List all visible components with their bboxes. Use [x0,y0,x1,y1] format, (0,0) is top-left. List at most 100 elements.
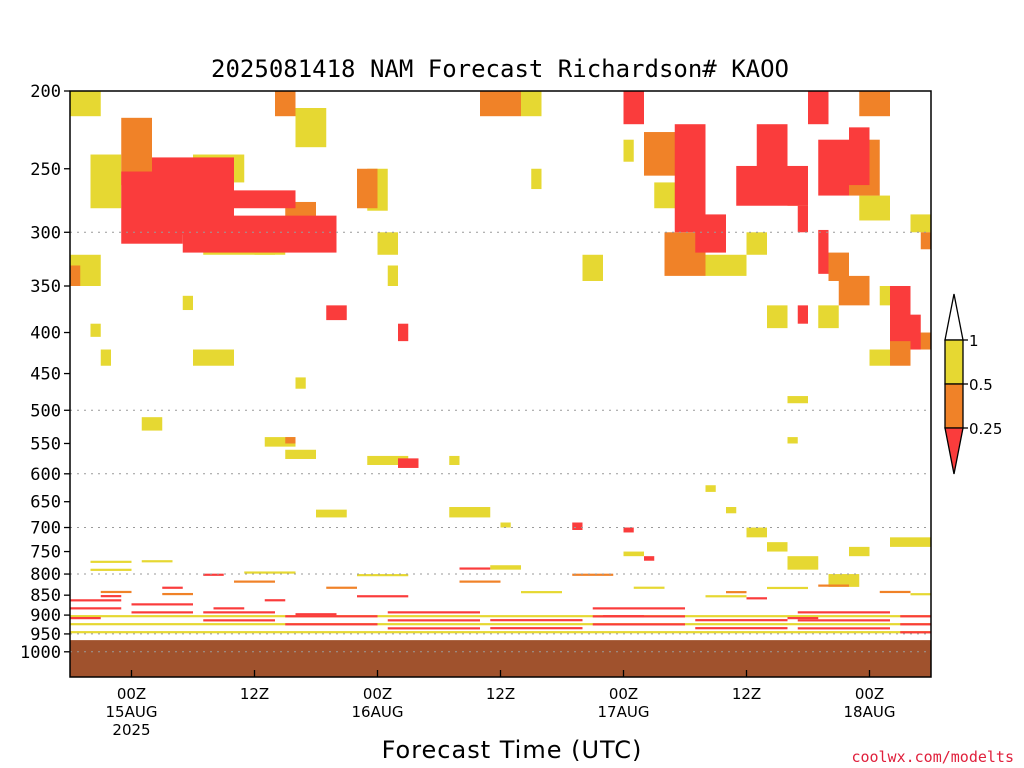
legend-swatch-orange [944,383,964,429]
heatmap-cell-yellow [623,551,644,557]
heatmap-cell-orange [828,252,849,281]
heatmap-cell-yellow [357,574,409,577]
x-tick-label: 16AUG [352,703,404,721]
heatmap-cell-red [285,623,378,626]
y-tick-label: 500 [30,401,61,421]
heatmap-cell-yellow [490,565,521,570]
x-tick-label: 15AUG [106,703,158,721]
heatmap-cell-orange [572,573,614,576]
heatmap-cell-red [387,619,480,622]
x-tick-label: 00Z [609,685,638,703]
heatmap-cell-red [285,615,378,618]
heatmap-cell-orange [285,437,296,444]
plot-area [70,91,941,677]
heatmap-cell-red [674,124,706,233]
heatmap-cell-red [193,190,296,209]
y-tick-label: 200 [30,82,61,102]
heatmap-cell-red [900,615,931,618]
legend-arrow-bottom [944,427,964,475]
y-tick-label: 900 [30,606,61,626]
legend-arrow-top [944,293,964,341]
heatmap-cell-red [203,573,224,576]
heatmap-cell-yellow [787,437,798,444]
heatmap-cell-yellow [70,623,931,626]
heatmap-cell-yellow [746,232,767,255]
heatmap-cell-yellow [859,195,890,221]
x-tick-label: 12Z [486,685,515,703]
heatmap-cell-red [900,631,931,634]
heatmap-cell-red [100,595,122,598]
heatmap-cell-red [818,139,849,196]
legend-swatch-yellow [944,339,964,385]
heatmap-cell-yellow [746,527,767,538]
heatmap-cell-red [121,171,183,244]
heatmap-cell-yellow [244,571,296,574]
heatmap-cell-orange [70,265,81,286]
x-tick-label: 12Z [240,685,269,703]
y-tick-label: 1000 [20,643,61,663]
heatmap-cell-red [797,205,808,233]
legend: 1 0.5 0.25 [944,293,1002,475]
x-axis-label: Forecast Time (UTC) [382,736,643,764]
x-tick-label: 00Z [855,685,884,703]
heatmap-cell-red [490,619,583,622]
heatmap-cell-red [797,305,808,324]
heatmap-cell-red [70,617,101,620]
heatmap-cell-yellow [705,485,716,492]
x-tick-label: 00Z [363,685,392,703]
heatmap-cell-orange [931,169,941,196]
legend-label: 0.5 [969,376,993,394]
heatmap-cell-yellow [767,586,808,590]
heatmap-cell-red [490,627,583,630]
heatmap-cell-red [387,611,480,614]
heatmap-cell-yellow [767,542,788,552]
heatmap-cell-yellow [623,139,634,162]
heatmap-cell-red [736,165,808,206]
y-tick-label: 300 [30,223,61,243]
heatmap-cell-orange [838,275,870,306]
heatmap-cell-red [818,229,829,274]
heatmap-cell-orange [162,592,193,596]
heatmap-cell-yellow [449,455,460,465]
heatmap-cell-red [756,124,788,169]
heatmap-cell-red [849,127,870,186]
heatmap-cell-yellow [90,560,132,563]
heatmap-cell-orange [459,580,501,583]
heatmap-cell-yellow [377,232,398,255]
heatmap-cell-orange [859,91,890,117]
heatmap-cell-red [592,607,685,610]
heatmap-cell-yellow [500,522,511,528]
x-tick-label: 12Z [732,685,761,703]
y-axis: 200 250 300 350 400 450 500 550 600 650 700 7508008… [20,82,70,663]
heatmap-cell-red [70,599,122,602]
heatmap-cell-orange [234,580,275,583]
heatmap-cell-yellow [295,377,306,389]
heatmap-cell-red [623,527,634,533]
y-tick-label: 650 [30,493,61,513]
heatmap-cell-red [900,623,931,626]
heatmap-cell-red [459,567,491,570]
heatmap-cell-yellow [387,265,398,286]
heatmap-cell-yellow [910,214,931,233]
heatmap-cell-orange [480,91,521,117]
heatmap-cell-red [162,586,183,589]
x-tick-label: 17AUG [598,703,650,721]
credit-text: coolwx.com/modelts [851,748,1014,766]
heatmap-cell-yellow [295,108,327,148]
heatmap-cell-red [746,597,767,600]
heatmap-cell-yellow [90,154,122,209]
heatmap-cell-red [787,617,819,620]
heatmap-cell-orange [357,168,378,209]
legend-label: 0.25 [969,420,1002,438]
heatmap-cell-yellow [869,349,890,366]
heatmap-cell-red [603,615,644,618]
heatmap-cell-yellow [705,595,747,598]
heatmap-cell-yellow [141,560,173,563]
heatmap-cell-yellow [449,507,491,518]
heatmap-cell-yellow [633,586,665,589]
y-tick-label: 750 [30,543,61,563]
y-tick-label: 700 [30,519,61,539]
x-tick-label: 2025 [112,721,150,739]
heatmap-cell-yellow [582,254,603,281]
